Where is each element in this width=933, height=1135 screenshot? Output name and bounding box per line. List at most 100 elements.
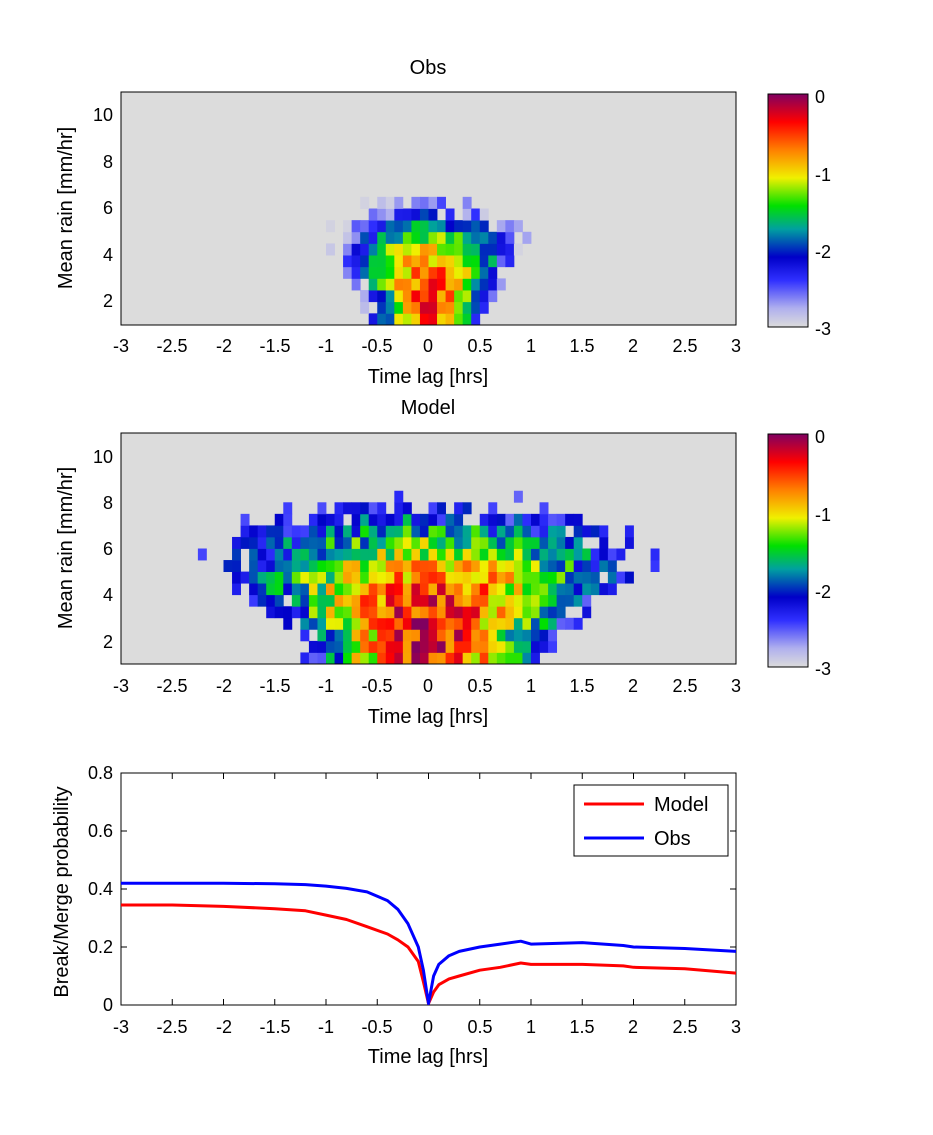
- heatmap-cell: [505, 640, 515, 653]
- heatmap-cell: [351, 266, 361, 279]
- heatmap-cell: [266, 525, 276, 538]
- heatmap-cell: [377, 208, 387, 221]
- heatmap-cell: [462, 266, 472, 279]
- model-xtick-label: -1: [318, 676, 334, 696]
- obs-xtick-label: 3: [731, 336, 741, 356]
- heatmap-cell: [291, 536, 301, 549]
- heatmap-cell: [351, 560, 361, 572]
- heatmap-cell: [590, 583, 600, 596]
- obs-ytick-label: 4: [103, 245, 113, 265]
- heatmap-cell: [317, 513, 327, 526]
- model-xtick-label: -0.5: [361, 676, 392, 696]
- heatmap-cell: [556, 513, 566, 526]
- heatmap-cell: [274, 583, 284, 596]
- obs-heatmap-cells: [326, 196, 532, 326]
- heatmap-cell: [471, 301, 481, 314]
- heatmap-cell: [437, 290, 446, 303]
- heatmap-cell: [419, 548, 429, 561]
- obs-x-axis-label: Time lag [hrs]: [368, 366, 488, 388]
- model-title: Model: [401, 397, 455, 419]
- prob-y-axis-label: Break/Merge probability: [51, 786, 73, 997]
- heatmap-cell: [539, 640, 549, 653]
- model-xtick-label: 2: [628, 676, 638, 696]
- heatmap-cell: [539, 571, 549, 584]
- heatmap-cell: [573, 536, 583, 549]
- heatmap-cell: [300, 560, 310, 572]
- heatmap-cell: [394, 313, 404, 326]
- heatmap-cell: [326, 525, 335, 538]
- heatmap-cell: [308, 606, 318, 619]
- obs-ytick-label: 6: [103, 198, 113, 218]
- heatmap-cell: [479, 652, 489, 665]
- heatmap-cell: [291, 548, 301, 561]
- heatmap-cell: [522, 640, 532, 653]
- heatmap-cell: [334, 594, 344, 607]
- heatmap-cell: [326, 560, 335, 572]
- heatmap-cell: [471, 629, 481, 642]
- heatmap-cell: [522, 629, 532, 642]
- heatmap-cell: [496, 594, 506, 607]
- heatmap-cell: [326, 617, 335, 630]
- heatmap-cell: [377, 513, 387, 526]
- heatmap-cell: [411, 196, 421, 209]
- heatmap-cell: [343, 617, 353, 630]
- heatmap-cell: [402, 513, 412, 526]
- obs-colorbar-tick: -3: [815, 319, 831, 339]
- heatmap-cell: [471, 290, 481, 303]
- heatmap-cell: [308, 640, 318, 653]
- heatmap-cell: [326, 571, 335, 584]
- heatmap-cell: [317, 640, 327, 653]
- heatmap-cell: [496, 220, 506, 233]
- heatmap-cell: [531, 629, 540, 642]
- heatmap-cell: [565, 513, 575, 526]
- heatmap-cell: [462, 536, 472, 549]
- heatmap-cell: [411, 617, 421, 630]
- obs-y-ticks: 2 4 6 8 10: [93, 105, 113, 311]
- heatmap-cell: [488, 525, 498, 538]
- obs-colorbar: [767, 93, 809, 328]
- heatmap-cell: [351, 594, 361, 607]
- heatmap-cell: [590, 548, 600, 561]
- heatmap-cell: [317, 548, 327, 561]
- heatmap-cell: [274, 594, 284, 607]
- heatmap-cell: [300, 571, 310, 584]
- heatmap-cell: [454, 536, 464, 549]
- heatmap-cell: [283, 502, 293, 515]
- heatmap-cell: [437, 548, 446, 561]
- heatmap-cell: [394, 640, 404, 653]
- heatmap-cell: [402, 617, 412, 630]
- heatmap-cell: [360, 243, 370, 256]
- heatmap-cell: [556, 571, 566, 584]
- prob-xtick-label: 2.5: [672, 1017, 697, 1037]
- heatmap-cell: [360, 640, 370, 653]
- prob-ytick-label: 0.4: [88, 879, 113, 899]
- heatmap-cell: [445, 313, 455, 326]
- heatmap-cell: [249, 560, 259, 572]
- heatmap-cell: [308, 548, 318, 561]
- heatmap-cell: [488, 290, 498, 303]
- heatmap-cell: [539, 629, 549, 642]
- heatmap-cell: [308, 560, 318, 572]
- heatmap-cell: [437, 652, 446, 665]
- heatmap-cell: [471, 208, 481, 221]
- series-line-obs: [121, 881, 737, 1005]
- heatmap-cell: [385, 266, 395, 279]
- probability-panel: -3 -2.5 -2 -1.5 -1 -0.5 0 0.5 1 1.5 2 2.…: [51, 763, 741, 1068]
- model-xtick-label: -2.5: [156, 676, 187, 696]
- heatmap-cell: [300, 583, 310, 596]
- heatmap-cell: [283, 536, 293, 549]
- heatmap-cell: [419, 301, 429, 314]
- model-ytick-label: 8: [103, 493, 113, 513]
- heatmap-cell: [599, 583, 609, 596]
- heatmap-cell: [454, 301, 464, 314]
- heatmap-cell: [531, 594, 540, 607]
- heatmap-cell: [394, 243, 404, 256]
- series-line-model: [121, 903, 737, 1005]
- heatmap-cell: [471, 243, 481, 256]
- heatmap-cell: [479, 290, 489, 303]
- heatmap-cell: [513, 652, 523, 665]
- heatmap-cell: [411, 536, 421, 549]
- heatmap-cell: [513, 513, 523, 526]
- heatmap-cell: [223, 560, 233, 572]
- heatmap-cell: [471, 594, 481, 607]
